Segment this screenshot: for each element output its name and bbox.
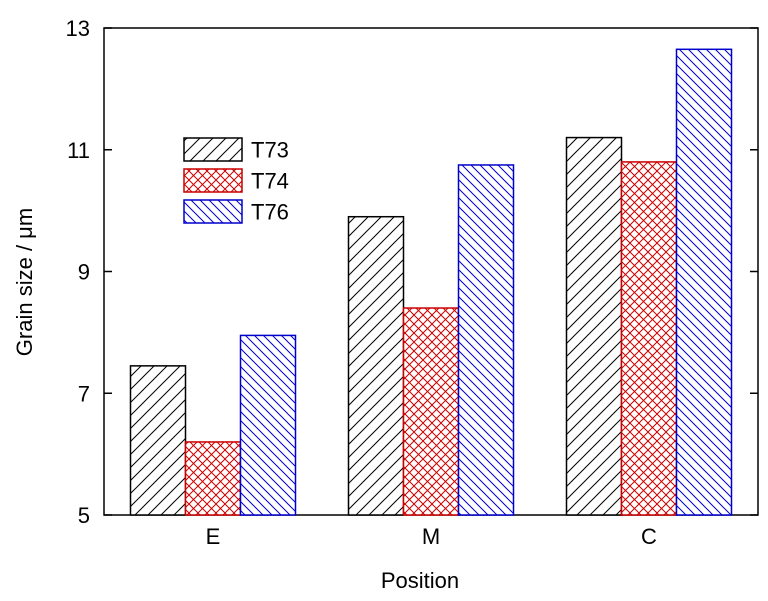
bar-t73-m [347,215,405,516]
legend-swatch-t74 [183,168,243,193]
bar-t73-e [129,365,187,516]
y-tick-label: 5 [78,503,90,528]
bar-t76-e [239,334,297,516]
bar-t74-e [184,441,242,516]
y-axis: 5 7 9 11 13 [66,16,758,528]
x-tick-label: E [206,524,221,549]
bar-t76-c [675,48,733,516]
bar-t74-m [402,307,460,516]
bar-t73-c [565,136,623,516]
legend-swatch-t76 [183,199,243,224]
x-tick-label: M [422,524,440,549]
y-tick-label: 7 [78,381,90,406]
legend: T73 T74 T76 [183,137,289,225]
y-tick-label: 13 [66,16,90,41]
x-axis-title: Position [381,568,459,593]
x-tick-label: C [641,524,657,549]
legend-swatch-t73 [183,137,243,162]
y-tick-label: 9 [78,260,90,285]
bars-group [129,48,733,516]
y-tick-label: 11 [67,138,90,163]
legend-label-t76: T76 [251,200,289,225]
legend-label-t74: T74 [251,169,289,194]
bar-t74-c [620,161,678,516]
legend-label-t73: T73 [251,138,289,163]
bar-t76-m [457,164,515,516]
y-axis-title: Grain size / μm [12,208,37,356]
